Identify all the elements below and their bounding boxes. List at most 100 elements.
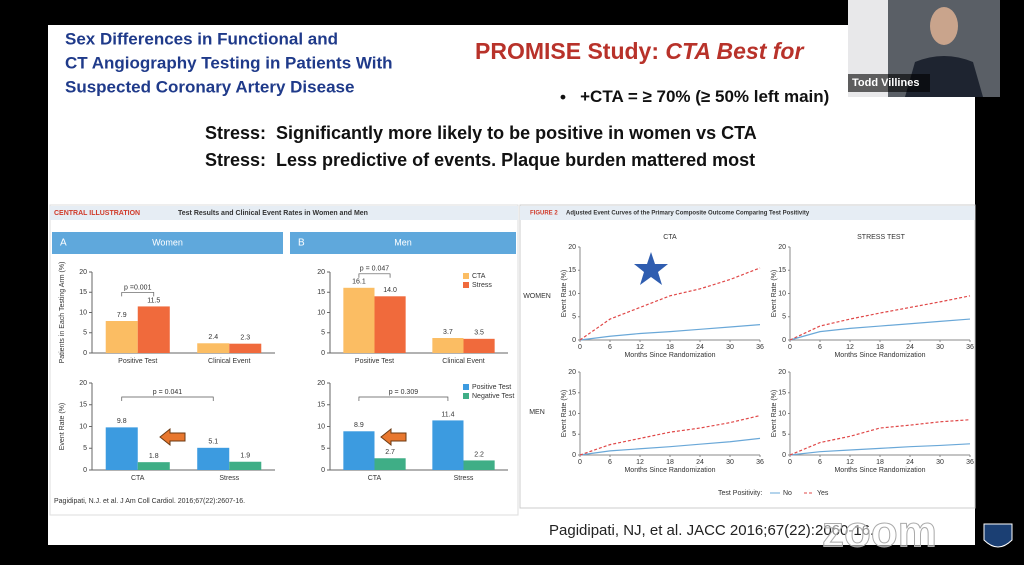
y-tick-label: 0 <box>572 337 576 344</box>
data-label: 16.1 <box>352 279 366 286</box>
ci-title: Test Results and Clinical Event Rates in… <box>178 210 368 217</box>
y-axis-label: Event Rate (%) <box>59 403 66 450</box>
column-label: CTA <box>663 234 677 241</box>
bar <box>105 321 138 353</box>
promise-title: PROMISE Study: <box>475 38 659 64</box>
y-tick-label: 10 <box>568 410 576 417</box>
x-tick-label: Stress <box>454 475 474 482</box>
x-tick-label: 18 <box>666 459 674 466</box>
y-tick-label: 5 <box>782 314 786 321</box>
presenter-head <box>930 7 958 45</box>
data-label: 11.4 <box>441 411 454 418</box>
x-tick-label: 12 <box>636 344 644 351</box>
bar <box>432 338 464 353</box>
panel-letter: B <box>298 238 305 249</box>
reference: Pagidipati, NJ, et al. JACC 2016;67(22):… <box>549 522 874 539</box>
y-axis-label: Patients in Each Testing Arm (%) <box>59 262 66 364</box>
fig2-label: FIGURE 2 <box>530 211 558 217</box>
data-label: 14.0 <box>383 287 397 294</box>
x-tick-label: 6 <box>608 459 612 466</box>
star-icon <box>634 252 668 285</box>
y-tick-label: 20 <box>568 369 576 376</box>
title-line: Sex Differences in Functional and <box>65 29 338 48</box>
x-axis-label: Months Since Randomization <box>624 467 715 474</box>
legend-title: Test Positivity: <box>718 490 762 497</box>
y-tick-label: 0 <box>321 350 325 357</box>
data-label: 9.8 <box>117 418 127 425</box>
panel-heading: Women <box>152 237 183 247</box>
y-tick-label: 15 <box>317 402 325 409</box>
data-label: 3.5 <box>474 330 484 337</box>
y-tick-label: 0 <box>83 350 87 357</box>
bar <box>463 338 495 353</box>
bar <box>105 427 138 470</box>
legend-label: No <box>783 490 792 497</box>
title-line: Suspected Coronary Artery Disease <box>65 77 354 96</box>
curve-no <box>579 437 761 456</box>
curve-no <box>579 324 761 341</box>
y-tick-label: 20 <box>317 269 325 276</box>
bar <box>229 343 262 353</box>
x-axis-label: Months Since Randomization <box>624 352 715 359</box>
data-label: 2.2 <box>474 451 484 458</box>
x-tick-label: 6 <box>608 344 612 351</box>
ci-header <box>50 206 518 220</box>
x-tick-label: 36 <box>756 459 764 466</box>
presenter-name: Todd Villines <box>852 77 919 89</box>
y-axis-label: Event Rate (%) <box>771 390 778 437</box>
legend-label: Negative Test <box>472 393 514 400</box>
x-tick-label: 30 <box>936 344 944 351</box>
y-tick-label: 5 <box>572 431 576 438</box>
logo <box>983 523 1013 548</box>
bullet: • +CTA = ≥ 70% (≥ 50% left main) <box>560 87 829 106</box>
y-tick-label: 20 <box>778 244 786 251</box>
p-value: p = 0.047 <box>360 266 389 273</box>
legend-swatch <box>463 384 469 390</box>
x-tick-label: 6 <box>818 459 822 466</box>
y-tick-label: 10 <box>317 423 325 430</box>
curve-no <box>789 318 971 341</box>
data-label: 2.3 <box>240 335 250 342</box>
p-value: p =0.001 <box>124 284 152 291</box>
bar <box>137 462 170 470</box>
y-tick-label: 10 <box>317 309 325 316</box>
y-axis-label: Event Rate (%) <box>561 390 568 437</box>
bar <box>463 460 495 470</box>
zoom-watermark: zoom <box>822 508 937 557</box>
x-tick-label: 18 <box>876 344 884 351</box>
title-line: CT Angiography Testing in Patients With <box>65 53 393 72</box>
legend-label: Stress <box>472 282 492 289</box>
legend-swatch <box>463 273 469 279</box>
bar <box>197 447 230 470</box>
data-label: 7.9 <box>117 312 127 319</box>
p-bracket <box>358 396 449 401</box>
x-tick-label: 0 <box>578 459 582 466</box>
x-tick-label: 0 <box>578 344 582 351</box>
y-tick-label: 20 <box>79 380 87 387</box>
bar <box>343 287 375 353</box>
x-tick-label: Stress <box>219 475 239 482</box>
p-bracket <box>358 273 391 278</box>
x-tick-label: 18 <box>876 459 884 466</box>
y-tick-label: 0 <box>782 452 786 459</box>
promise-title: PROMISE Study: CTA Best for <box>475 38 804 64</box>
y-axis-label: Event Rate (%) <box>561 270 568 317</box>
y-tick-label: 10 <box>79 309 87 316</box>
y-tick-label: 15 <box>778 267 786 274</box>
stress-line: Stress: Less predictive of events. Plaqu… <box>205 150 755 170</box>
bar <box>137 306 170 353</box>
p-bracket <box>121 292 155 297</box>
x-tick-label: CTA <box>131 475 145 482</box>
y-tick-label: 20 <box>79 269 87 276</box>
column-label: STRESS TEST <box>857 234 905 241</box>
x-tick-label: 36 <box>966 459 974 466</box>
arrow-icon <box>380 427 407 447</box>
data-label: 2.4 <box>208 334 218 341</box>
y-tick-label: 10 <box>778 410 786 417</box>
x-tick-label: 24 <box>696 344 704 351</box>
figure2 <box>519 204 976 509</box>
y-tick-label: 5 <box>572 314 576 321</box>
bullet-text: +CTA = ≥ 70% (≥ 50% left main) <box>580 87 829 106</box>
